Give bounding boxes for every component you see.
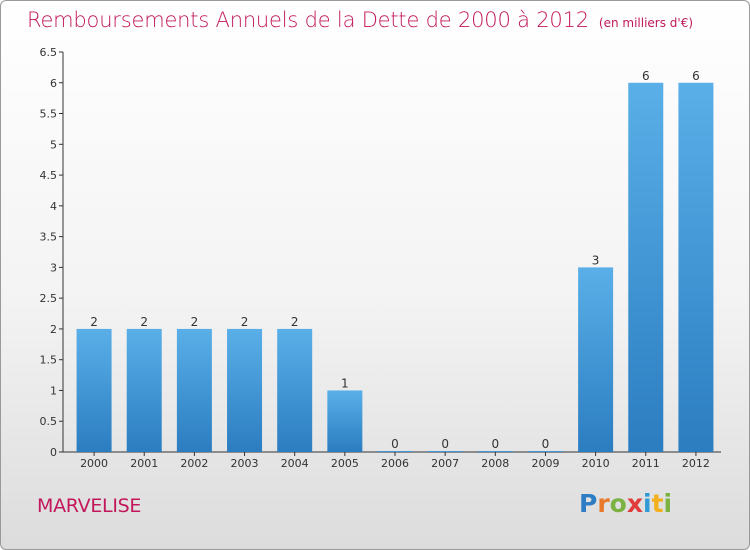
bar: [76, 328, 112, 452]
data-label: 6: [642, 69, 650, 83]
data-label: 2: [291, 315, 299, 329]
x-tick-label: 2007: [431, 457, 459, 470]
chart-title-block: Remboursements Annuels de la Dette de 20…: [27, 8, 693, 32]
bar: [227, 328, 263, 452]
y-tick-label: 0.5: [40, 415, 58, 428]
y-tick-label: 4: [50, 200, 57, 213]
x-tick-label: 2009: [531, 457, 559, 470]
bar: [126, 328, 162, 452]
y-tick-label: 0: [50, 446, 57, 459]
bar: [578, 267, 614, 452]
y-tick-label: 5: [50, 138, 57, 151]
x-tick-label: 2011: [632, 457, 660, 470]
data-label: 2: [140, 315, 148, 329]
chart-unit: (en milliers d'€): [598, 16, 694, 30]
data-label: 0: [542, 437, 550, 451]
bar: [628, 82, 664, 453]
x-tick-label: 2005: [331, 457, 359, 470]
x-tick-label: 2000: [80, 457, 108, 470]
bar: [678, 82, 714, 453]
x-tick-label: 2012: [682, 457, 710, 470]
y-tick-label: 1.5: [40, 354, 58, 367]
y-tick-label: 3.5: [40, 231, 58, 244]
x-tick-label: 2006: [381, 457, 409, 470]
y-tick-label: 2.5: [40, 292, 58, 305]
bar: [277, 328, 313, 452]
x-tick-label: 2008: [481, 457, 509, 470]
proxiti-logo: Proxiti: [579, 489, 673, 518]
data-label: 0: [441, 437, 449, 451]
data-label: 0: [391, 437, 399, 451]
data-label: 3: [592, 253, 600, 267]
y-tick-label: 5.5: [40, 108, 58, 121]
x-tick-label: 2010: [582, 457, 610, 470]
commune-name: MARVELISE: [37, 495, 142, 517]
bar: [427, 451, 463, 452]
y-tick-label: 4.5: [40, 169, 58, 182]
y-tick-label: 1: [50, 384, 57, 397]
bar: [327, 390, 363, 452]
y-tick-label: 2: [50, 323, 57, 336]
bar: [527, 451, 563, 452]
y-tick-label: 3: [50, 261, 57, 274]
data-label: 1: [341, 376, 349, 390]
data-label: 2: [241, 315, 249, 329]
y-tick-label: 6: [50, 77, 57, 90]
bar: [377, 451, 413, 452]
x-tick-label: 2002: [180, 457, 208, 470]
bar: [477, 451, 513, 452]
bar: [176, 328, 212, 452]
chart-title: Remboursements Annuels de la Dette de 20…: [27, 8, 589, 32]
x-tick-label: 2003: [231, 457, 259, 470]
data-label: 6: [692, 69, 700, 83]
data-label: 0: [491, 437, 499, 451]
data-label: 2: [90, 315, 98, 329]
y-tick-label: 6.5: [40, 46, 58, 59]
data-label: 2: [191, 315, 199, 329]
x-tick-label: 2001: [130, 457, 158, 470]
x-tick-label: 2004: [281, 457, 309, 470]
